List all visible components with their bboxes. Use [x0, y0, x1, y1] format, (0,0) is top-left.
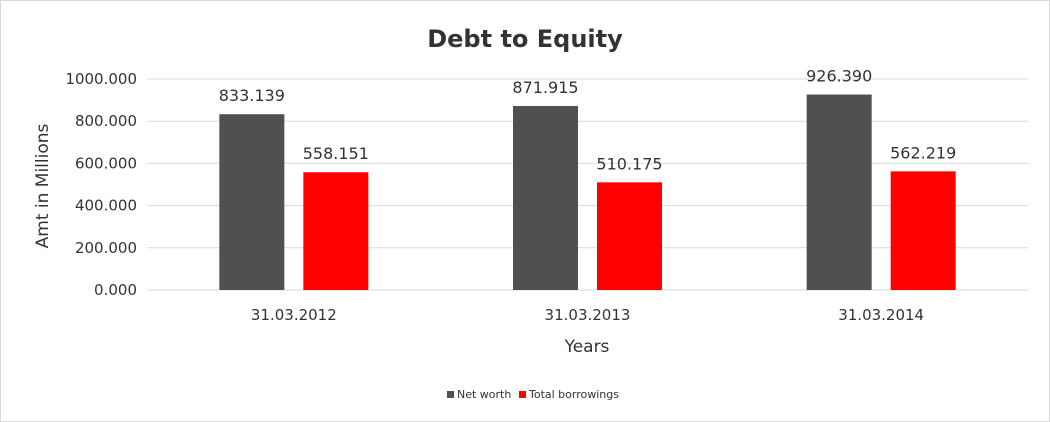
data-label: 833.139	[219, 86, 285, 105]
y-tick-label: 1000.000	[65, 70, 137, 88]
bar-net-worth	[219, 114, 285, 290]
data-label: 562.219	[890, 143, 956, 162]
legend-label: Net worth	[457, 388, 511, 401]
y-tick-label: 800.000	[75, 112, 137, 130]
chart-title: Debt to Equity	[427, 25, 623, 53]
x-tick-label: 31.03.2013	[545, 306, 631, 324]
data-label: 558.151	[303, 144, 369, 163]
x-tick-label: 31.03.2012	[251, 306, 337, 324]
y-axis-label: Amt in Millions	[33, 123, 53, 248]
y-tick-label: 0.000	[94, 281, 137, 299]
legend: Net worth Total borrowings	[447, 388, 619, 401]
data-label: 871.915	[512, 78, 578, 97]
data-labels: 833.139 558.151 871.915 510.175 926.390 562.2…	[219, 67, 957, 174]
legend-label: Total borrowings	[528, 388, 619, 401]
gridlines	[147, 78, 1028, 291]
legend-swatch	[519, 391, 526, 398]
y-tick-label: 200.000	[75, 239, 137, 257]
x-tick-label: 31.03.2014	[838, 306, 924, 324]
legend-swatch	[447, 391, 454, 398]
x-axis-ticks: 31.03.2012 31.03.2013 31.03.2014	[251, 306, 924, 324]
bar-net-worth	[513, 106, 578, 290]
data-label: 926.390	[806, 67, 872, 86]
bar-net-worth	[806, 94, 872, 290]
y-axis-ticks: 0.000 200.000 400.000 600.000 800.000 1000.00…	[65, 70, 137, 299]
bar-total-borrowings	[303, 172, 369, 290]
data-label: 510.175	[596, 154, 662, 173]
y-tick-label: 400.000	[75, 197, 137, 215]
y-tick-label: 600.000	[75, 154, 137, 172]
x-axis-label: Years	[564, 337, 610, 357]
bar-total-borrowings	[890, 171, 956, 290]
bar-total-borrowings	[597, 182, 662, 290]
bars	[219, 94, 956, 290]
